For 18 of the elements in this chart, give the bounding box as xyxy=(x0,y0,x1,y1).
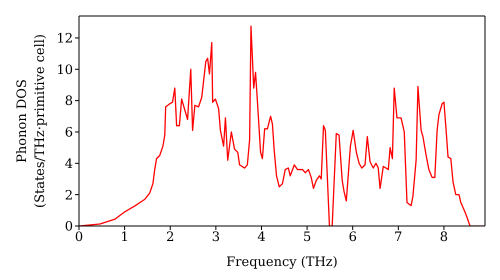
x-tick-label: 3 xyxy=(212,230,220,246)
y-axis-title: Phonon DOS (States/THz·primitive cell) xyxy=(15,34,48,208)
x-tick-label: 6 xyxy=(348,230,357,246)
x-tick-label: 7 xyxy=(394,230,402,246)
x-tick-label: 8 xyxy=(440,230,448,246)
x-tick-label: 5 xyxy=(302,230,312,246)
y-tick-label: 4 xyxy=(64,156,73,172)
y-tick-label: 2 xyxy=(64,188,73,204)
y-tick-label: 0 xyxy=(64,220,73,235)
x-tick-label: 1 xyxy=(120,230,129,246)
y-tick-label: 12 xyxy=(56,32,73,47)
y-tick-label: 8 xyxy=(64,94,73,110)
y-tick-label: 6 xyxy=(64,126,73,141)
x-tick-label: 0 xyxy=(74,230,84,246)
y-tick-label: 10 xyxy=(56,62,73,78)
x-tick-label: 2 xyxy=(166,230,174,246)
x-tick-label: 4 xyxy=(257,230,266,246)
x-axis-title: Frequency (THz) xyxy=(226,255,338,270)
